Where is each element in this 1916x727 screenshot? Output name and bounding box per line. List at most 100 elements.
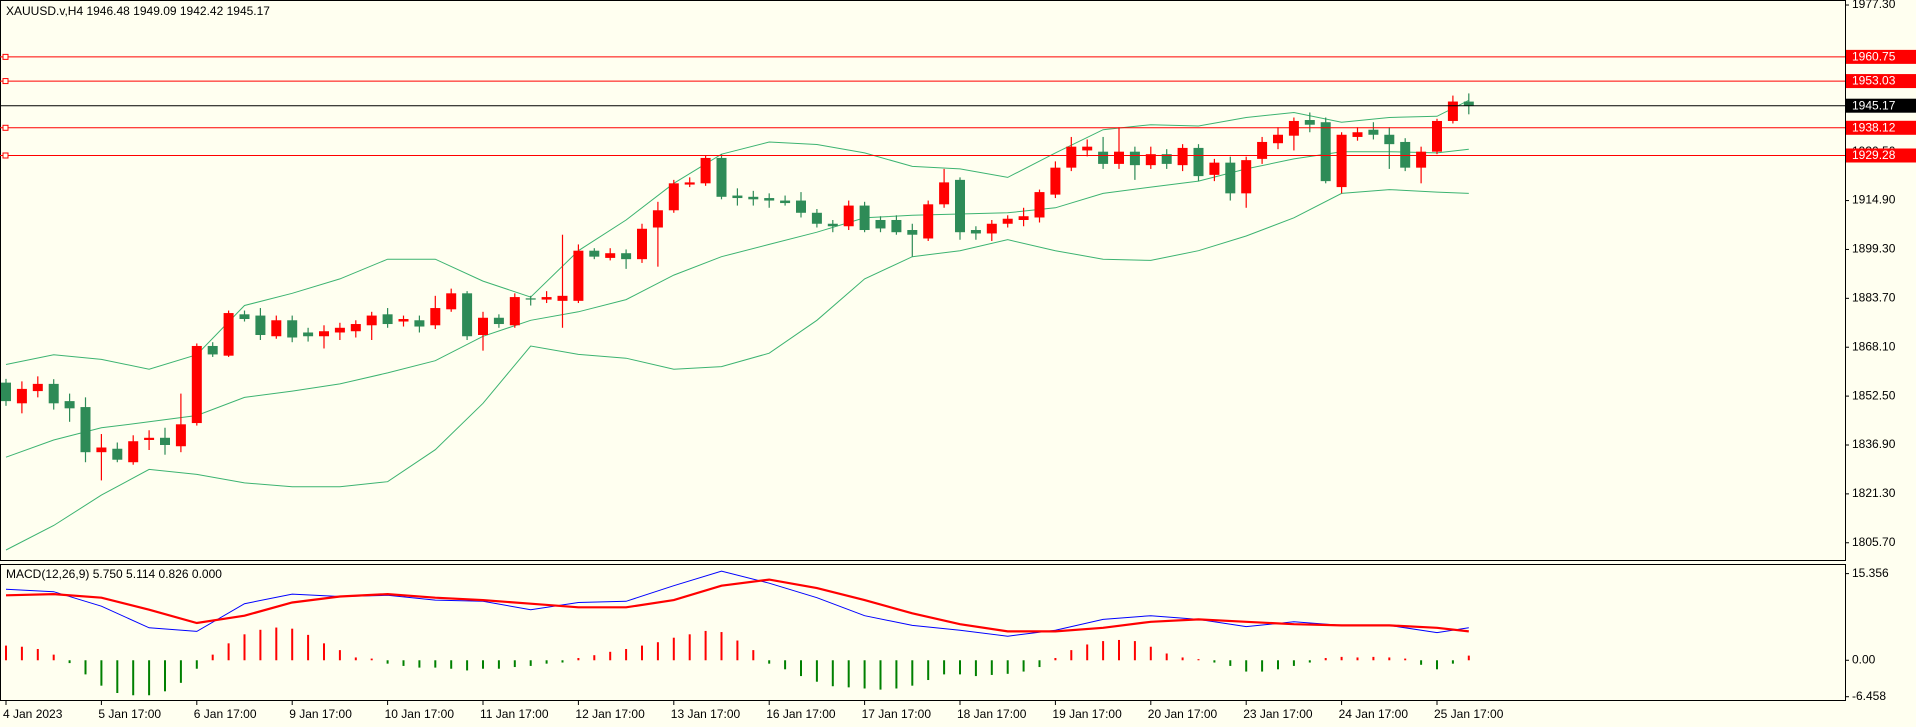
x-tick-label: 5 Jan 17:00 xyxy=(98,707,161,721)
macd-histogram-bar xyxy=(386,660,389,664)
macd-histogram-bar xyxy=(720,632,723,661)
candle-body xyxy=(573,250,584,301)
macd-histogram-bar xyxy=(418,660,421,668)
macd-histogram-bar xyxy=(927,660,930,681)
chart-title: XAUUSD.v,H4 1946.48 1949.09 1942.42 1945… xyxy=(6,4,270,18)
candle-body xyxy=(605,253,616,258)
macd-histogram-bar xyxy=(1388,657,1391,661)
macd-histogram-bar xyxy=(1165,653,1168,661)
macd-histogram-bar xyxy=(1181,657,1184,661)
macd-histogram-bar xyxy=(641,645,643,661)
macd-histogram-bar xyxy=(450,660,453,669)
candle-body xyxy=(1082,146,1093,151)
level-anchor xyxy=(2,78,9,85)
level-label: 1960.75 xyxy=(1852,50,1896,64)
x-tick-label: 16 Jan 17:00 xyxy=(766,707,836,721)
macd-histogram-bar xyxy=(434,660,437,668)
macd-histogram-bar xyxy=(656,642,659,661)
macd-histogram-bar xyxy=(545,660,548,664)
candle-body xyxy=(748,196,759,200)
macd-histogram-bar xyxy=(513,660,516,668)
candle-body xyxy=(32,383,43,392)
y-tick-label: 1977.30 xyxy=(1852,0,1896,11)
candle-body xyxy=(1002,218,1013,224)
candle-body xyxy=(160,437,170,445)
candle-body xyxy=(303,332,314,337)
macd-histogram-bar xyxy=(1086,644,1089,661)
candle-body xyxy=(684,182,695,185)
macd-histogram-bar xyxy=(1436,660,1438,670)
candle-body xyxy=(1463,101,1474,106)
macd-histogram-bar xyxy=(227,643,230,661)
macd-histogram-bar xyxy=(847,660,850,688)
candle-body xyxy=(1177,147,1188,166)
macd-histogram-bar xyxy=(1404,658,1407,661)
macd-histogram-bar xyxy=(1118,639,1120,661)
macd-histogram-bar xyxy=(943,660,946,675)
candle-body xyxy=(652,210,663,228)
macd-histogram-bar xyxy=(1197,659,1200,661)
price-label-bg xyxy=(1846,98,1916,113)
macd-histogram-bar xyxy=(974,660,977,677)
macd-histogram-bar xyxy=(1038,660,1041,668)
macd-histogram-bar xyxy=(1292,660,1295,666)
candle-body xyxy=(414,320,425,327)
candle-body xyxy=(112,448,123,460)
x-tick-label: 17 Jan 17:00 xyxy=(862,707,932,721)
macd-histogram-bar xyxy=(1102,641,1105,661)
macd-histogram-bar xyxy=(291,628,294,661)
candle-body xyxy=(780,200,791,204)
macd-histogram-bar xyxy=(625,648,628,661)
candle-body xyxy=(589,250,600,257)
macd-histogram-bar xyxy=(1070,650,1073,661)
macd-histogram-bar xyxy=(1229,660,1232,666)
macd-histogram-bar xyxy=(1372,656,1375,661)
macd-histogram-bar xyxy=(800,660,802,677)
macd-histogram-bar xyxy=(815,660,818,682)
y-tick-label: 1821.30 xyxy=(1852,486,1896,500)
candle-body xyxy=(1257,141,1268,159)
macd-histogram-bar xyxy=(863,660,866,689)
candle-body xyxy=(48,383,59,404)
macd-histogram-bar xyxy=(688,634,691,661)
candle-body xyxy=(923,204,934,239)
macd-histogram-bar xyxy=(482,660,484,669)
macd-histogram-bar xyxy=(20,646,23,661)
macd-histogram-bar xyxy=(1451,660,1454,664)
candle-body xyxy=(1209,162,1220,175)
candle-body xyxy=(907,230,918,235)
macd-histogram-bar xyxy=(1054,658,1057,661)
macd-histogram-bar xyxy=(1467,655,1470,661)
macd-histogram-bar xyxy=(259,629,262,661)
x-tick-label: 19 Jan 17:00 xyxy=(1052,707,1122,721)
x-tick-label: 25 Jan 17:00 xyxy=(1434,707,1504,721)
x-tick-label: 24 Jan 17:00 xyxy=(1339,707,1409,721)
candle-body xyxy=(1432,120,1442,152)
candle-body xyxy=(1241,160,1252,194)
macd-histogram-bar xyxy=(990,660,993,675)
candle-body xyxy=(1018,216,1029,220)
y-tick-label: 1883.70 xyxy=(1852,291,1896,305)
y-tick-label: 15.356 xyxy=(1852,566,1889,580)
macd-histogram-bar xyxy=(911,660,914,686)
y-tick-label: 1868.10 xyxy=(1852,339,1896,353)
macd-histogram-bar xyxy=(768,660,771,664)
candle-body xyxy=(557,295,568,301)
x-tick-label: 9 Jan 17:00 xyxy=(289,707,352,721)
candle-body xyxy=(446,293,457,310)
macd-histogram-bar xyxy=(1022,660,1025,672)
x-tick-label: 6 Jan 17:00 xyxy=(194,707,257,721)
macd-histogram-bar xyxy=(593,655,596,661)
macd-line xyxy=(5,570,1469,637)
bollinger-band xyxy=(5,189,1469,551)
candle-body xyxy=(1447,101,1458,121)
macd-histogram-bar xyxy=(52,654,55,661)
candle-body xyxy=(239,314,250,320)
macd-histogram-bar xyxy=(68,660,71,664)
candle-body xyxy=(1225,162,1236,194)
macd-histogram-bar xyxy=(354,657,357,661)
x-tick-label: 23 Jan 17:00 xyxy=(1243,707,1313,721)
candle-body xyxy=(1304,120,1315,125)
macd-histogram-bar xyxy=(959,660,961,675)
macd-histogram-bar xyxy=(736,640,739,661)
